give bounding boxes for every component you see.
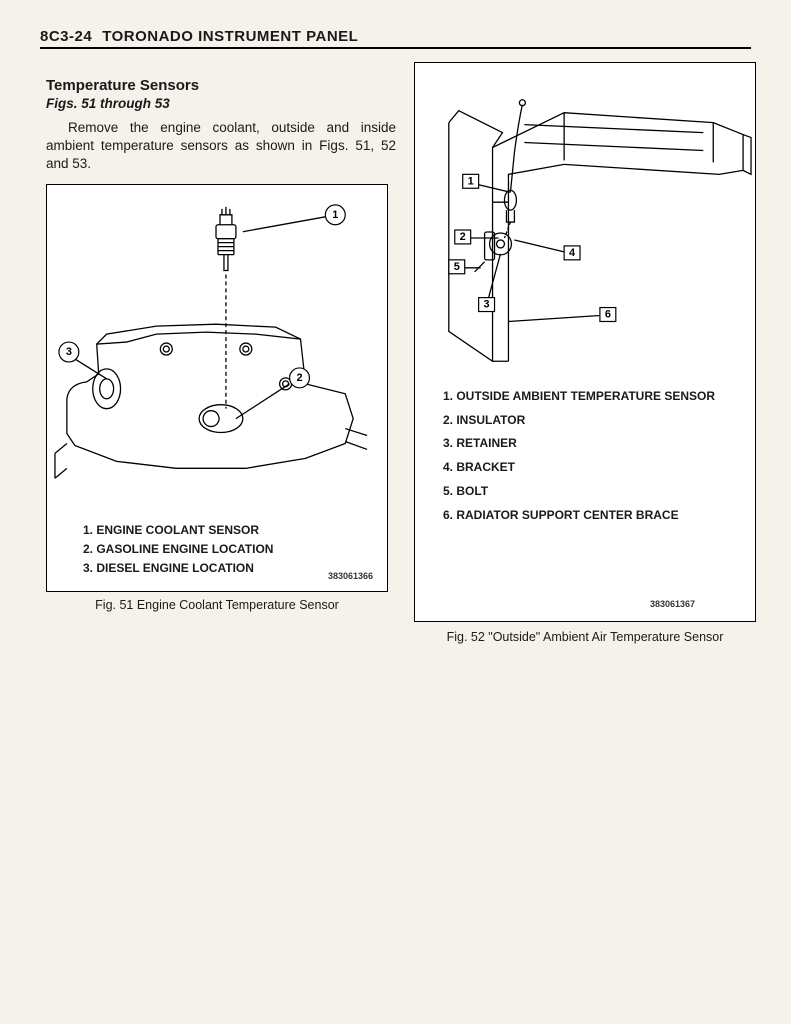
fig52-legend-6: 6. RADIATOR SUPPORT CENTER BRACE [443, 504, 743, 527]
fig51-drawing: 1 2 3 [47, 185, 387, 513]
fig52-legend-5: 5. BOLT [443, 480, 743, 503]
page-number: 8C3-24 [40, 28, 92, 45]
fig51-caption: Fig. 51 Engine Coolant Temperature Senso… [46, 598, 388, 612]
fig52-callout-4: 4 [569, 247, 576, 259]
fig52-callout-3: 3 [484, 298, 490, 310]
fig51-legend-2: 2. GASOLINE ENGINE LOCATION [83, 540, 375, 558]
body-text: Remove the engine coolant, outside and i… [46, 120, 396, 171]
fig52-callout-2: 2 [460, 231, 466, 243]
fig51-part-number: 383061366 [328, 571, 373, 581]
fig51-legend-1: 1. ENGINE COOLANT SENSOR [83, 521, 375, 539]
fig52-legend: 1. OUTSIDE AMBIENT TEMPERATURE SENSOR 2.… [415, 381, 755, 538]
fig52-legend-6-text: 6. RADIATOR SUPPORT CENTER BRACE [443, 508, 679, 522]
fig51-callout-2: 2 [296, 372, 302, 384]
fig52-callout-5: 5 [454, 260, 460, 272]
figure-52: 1 2 3 4 5 6 1. OUTSIDE AMBIENT TEMPERATU… [414, 62, 756, 622]
fig52-callout-6: 6 [605, 308, 611, 320]
fig52-legend-1: 1. OUTSIDE AMBIENT TEMPERATURE SENSOR [443, 385, 743, 408]
fig52-callout-1: 1 [468, 175, 474, 187]
fig52-legend-1-text: 1. OUTSIDE AMBIENT TEMPERATURE SENSOR [443, 389, 715, 403]
figure-51: 1 2 3 1. ENGINE COOLANT SENSOR 2. GASOLI… [46, 184, 388, 592]
fig52-part-number: 383061367 [650, 599, 695, 609]
page-header: 8C3-24 TORONADO INSTRUMENT PANEL [40, 28, 751, 49]
body-paragraph: Remove the engine coolant, outside and i… [46, 119, 396, 174]
fig52-legend-3: 3. RETAINER [443, 432, 743, 455]
fig51-callout-1: 1 [332, 208, 338, 220]
fig52-legend-2: 2. INSULATOR [443, 409, 743, 432]
fig52-legend-4: 4. BRACKET [443, 456, 743, 479]
fig52-caption: Fig. 52 "Outside" Ambient Air Temperatur… [414, 630, 756, 644]
header-title: TORONADO INSTRUMENT PANEL [102, 28, 358, 45]
fig52-drawing: 1 2 3 4 5 6 [415, 63, 755, 381]
fig51-callout-3: 3 [66, 346, 72, 358]
